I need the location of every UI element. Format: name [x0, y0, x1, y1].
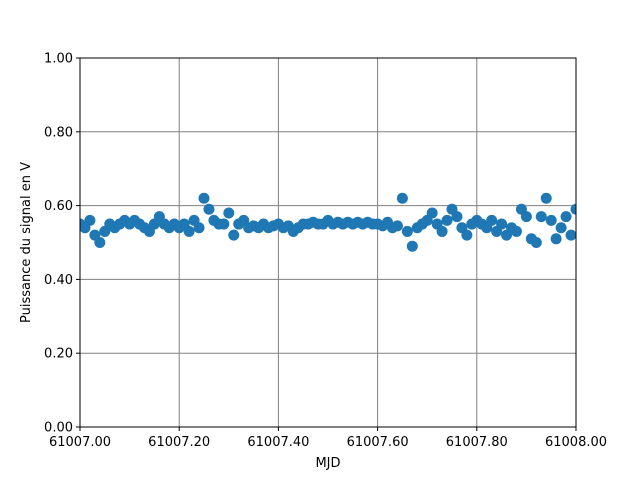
point	[550, 233, 562, 245]
point	[401, 225, 413, 237]
point	[565, 229, 576, 241]
point	[228, 229, 240, 241]
x-tick-label: 61007.60	[347, 435, 409, 450]
point	[570, 203, 576, 215]
point	[510, 225, 522, 237]
point	[545, 214, 557, 226]
y-tick-label: 0.80	[44, 125, 73, 140]
plot-frame	[79, 57, 577, 428]
point	[94, 237, 106, 248]
point	[560, 211, 572, 223]
point	[426, 207, 438, 219]
y-tick-label: 0.40	[44, 273, 73, 288]
y-tick-label: 0.00	[44, 421, 73, 436]
y-tick-label: 1.00	[44, 52, 73, 67]
point	[486, 214, 498, 226]
point	[530, 237, 542, 248]
grid	[79, 57, 577, 428]
x-tick-label: 61007.00	[49, 435, 111, 450]
point	[540, 192, 552, 204]
point	[441, 214, 453, 226]
point	[461, 229, 473, 241]
point	[203, 203, 215, 215]
point	[193, 222, 205, 234]
point	[198, 192, 210, 204]
x-tick-label: 61007.80	[446, 435, 508, 450]
y-tick-label: 0.60	[44, 199, 73, 214]
point	[535, 211, 547, 223]
point	[396, 192, 408, 204]
point	[406, 240, 418, 252]
points	[80, 192, 576, 252]
point	[436, 225, 448, 237]
ticks: 61007.00 61007.20 61007.40 61007.60 61007.80…	[44, 52, 607, 451]
x-tick-label: 61007.40	[247, 435, 309, 450]
x-tick-label: 61008.00	[545, 435, 607, 450]
y-tick-label: 0.20	[44, 347, 73, 362]
y-axis-label: Puissance du signal en V	[19, 162, 34, 323]
point	[183, 225, 195, 237]
point	[496, 218, 508, 230]
point	[84, 214, 96, 226]
point	[223, 207, 235, 219]
point	[520, 211, 532, 223]
x-axis-label: MJD	[315, 456, 340, 471]
x-tick-label: 61007.20	[148, 435, 210, 450]
point	[451, 211, 463, 223]
point	[555, 222, 567, 234]
point	[218, 218, 230, 230]
point	[391, 220, 403, 232]
